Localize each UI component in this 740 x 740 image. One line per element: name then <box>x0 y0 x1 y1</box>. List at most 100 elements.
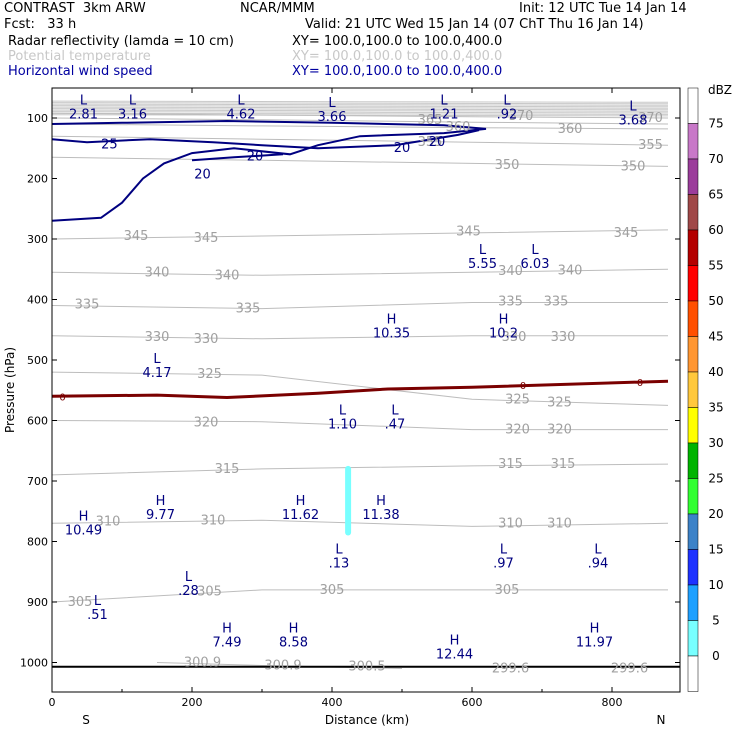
theta-contour-upper <box>51 111 669 114</box>
colorbar-segment <box>687 549 699 586</box>
field1-name: Radar reflectivity (lamda = 10 cm) <box>8 34 234 49</box>
theta-label: 310 <box>201 513 226 528</box>
theta-contour-upper <box>51 102 669 105</box>
hl-marker-value: 10.2 <box>489 327 518 342</box>
theta-label: 350 <box>621 159 646 174</box>
theta-contour-upper <box>51 100 669 103</box>
colorbar-segment <box>687 513 699 550</box>
theta-label: 360 <box>558 122 583 137</box>
colorbar-segment <box>687 300 699 337</box>
hl-marker-letter: L <box>153 352 161 367</box>
colorbar-level-label: 25 <box>708 472 723 486</box>
colorbar-segment <box>687 158 699 195</box>
hl-marker-value: 4.62 <box>227 108 256 123</box>
hl-marker-letter: H <box>79 509 89 524</box>
theta-label: 310 <box>498 516 523 531</box>
colorbar-segment <box>687 123 699 160</box>
hl-marker-letter: H <box>376 494 386 509</box>
north-end-label: N <box>657 713 666 727</box>
colorbar-segment <box>687 442 699 479</box>
theta-contour-upper <box>51 114 669 117</box>
colorbar-segment <box>687 655 699 692</box>
colorbar-segment <box>687 336 699 373</box>
theta-contour-310 <box>51 519 669 527</box>
hl-marker-letter: L <box>94 594 102 609</box>
theta-contour-335 <box>51 302 668 310</box>
theta-label: 315 <box>551 457 576 472</box>
theta-contour-330 <box>51 335 668 340</box>
hl-marker-letter: L <box>440 94 448 109</box>
hl-marker-letter: H <box>156 494 166 509</box>
freezing-level-line <box>51 379 669 400</box>
colorbar-segment <box>687 478 699 515</box>
y-tick-label: 500 <box>27 354 48 367</box>
field2-name: Potential temperature <box>8 49 151 64</box>
theta-label: 370 <box>509 109 534 124</box>
hl-marker-letter: H <box>590 621 600 636</box>
hl-marker-letter: L <box>335 543 343 558</box>
hl-marker-value: .94 <box>588 557 609 572</box>
theta-label: 305 <box>68 595 93 610</box>
hl-marker-value: 7.49 <box>213 635 242 650</box>
hl-marker-letter: L <box>129 94 137 109</box>
colorbar-level-label: 50 <box>708 294 723 308</box>
hl-marker-letter: H <box>296 494 306 509</box>
hl-marker-letter: H <box>387 313 397 328</box>
colorbar-level-label: 65 <box>708 188 723 202</box>
colorbar-segment <box>687 194 699 231</box>
hl-marker-letter: L <box>185 570 193 585</box>
y-tick-label: 600 <box>27 415 48 428</box>
hl-marker-letter: L <box>629 100 637 115</box>
y-tick-label: 1000 <box>20 657 48 670</box>
wind-label: 20 <box>394 141 411 156</box>
theta-label: 300.9 <box>264 659 301 674</box>
y-tick-label: 400 <box>27 294 48 307</box>
hl-marker-letter: L <box>531 243 539 258</box>
hl-marker-value: .28 <box>178 584 199 599</box>
hl-marker-value: 4.17 <box>143 366 172 381</box>
theta-label: 300.9 <box>184 656 221 671</box>
theta-label: 335 <box>544 294 569 309</box>
theta-label: 340 <box>498 264 523 279</box>
hl-marker-value: 2.81 <box>69 108 98 123</box>
hl-marker-value: 10.35 <box>373 327 410 342</box>
colorbar-level-label: 15 <box>708 543 723 557</box>
hl-marker-value: 3.68 <box>619 114 648 129</box>
wind-label: 20 <box>429 135 446 150</box>
wind-label: 20 <box>247 150 264 165</box>
theta-contour-325 <box>51 371 669 406</box>
y-tick-label: 800 <box>27 536 48 549</box>
hl-marker-letter: L <box>500 543 508 558</box>
theta-label: 355 <box>638 138 663 153</box>
colorbar-level-label: 30 <box>708 436 723 450</box>
hl-marker-letter: L <box>503 94 511 109</box>
hl-marker-letter: L <box>237 94 245 109</box>
theta-label: 370 <box>638 111 663 126</box>
theta-label: 340 <box>145 265 170 280</box>
theta-label: 345 <box>194 231 219 246</box>
freezing-level-label: 0 <box>637 378 643 389</box>
theta-contour-upper <box>51 106 669 109</box>
theta-contour-320 <box>51 420 668 431</box>
theta-contour-upper <box>51 105 669 108</box>
wind-label: 20 <box>194 168 211 183</box>
theta-label: 320 <box>505 423 530 438</box>
theta-label: 335 <box>75 297 100 312</box>
theta-label: 310 <box>96 515 121 530</box>
field1-xy: XY= 100.0,100.0 to 100.0,400.0 <box>292 34 503 49</box>
hl-marker-letter: L <box>479 243 487 258</box>
hl-marker-value: 1.10 <box>328 417 357 432</box>
theta-label: 300.5 <box>348 660 385 675</box>
hl-marker-value: 11.97 <box>576 635 613 650</box>
theta-contour-370 <box>51 112 669 119</box>
hl-marker-value: 8.58 <box>279 635 308 650</box>
colorbar-level-label: 75 <box>708 117 723 131</box>
forecast-label: Fcst: 33 h <box>4 17 77 32</box>
hl-marker-letter: L <box>391 403 399 418</box>
field2-xy: XY= 100.0,100.0 to 100.0,400.0 <box>292 49 503 64</box>
colorbar-level-label: 35 <box>708 401 723 415</box>
theta-label: 299.6 <box>492 662 529 677</box>
colorbar-level-label: 45 <box>708 330 723 344</box>
x-tick-label: 400 <box>322 696 343 709</box>
theta-contour-360 <box>51 123 669 130</box>
